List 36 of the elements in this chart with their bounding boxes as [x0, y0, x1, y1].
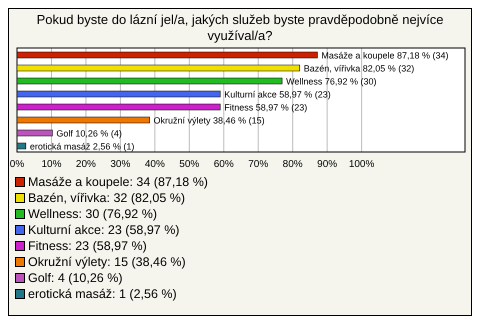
- x-tick-label: 100%: [348, 159, 375, 170]
- chart-title: Pokud byste do lázní jel/a, jakých služeb byste pravděpodobně nejvíce využíval/a?: [36, 11, 444, 44]
- text: Golf: 4 (10,26 %): [28, 271, 122, 285]
- bar: [17, 52, 318, 58]
- x-tick-label: 70%: [248, 159, 268, 170]
- category-label: Bazén, vířivka 82,05 % (32): [304, 64, 414, 74]
- x-tick-label: 30%: [110, 159, 130, 170]
- bar: [17, 90, 221, 98]
- category-label: Masáže a koupele 87,18 % (34): [321, 50, 449, 60]
- x-tick-label: 90%: [317, 159, 338, 170]
- bar: [17, 78, 282, 84]
- category-label: Golf 10,26 % (4): [56, 128, 122, 138]
- text: Okružní výlety: 15 (38,46 %): [28, 255, 186, 269]
- text: Masáže a koupele: 34 (87,18 %): [28, 175, 208, 189]
- category-label: Kulturní akce 58,97 % (23): [224, 90, 331, 100]
- bar: [17, 64, 300, 72]
- text: erotická masáž: 1 (2,56 %): [28, 287, 177, 301]
- x-tick-label: 60%: [214, 159, 234, 170]
- x-tick-label: 0%: [10, 159, 24, 170]
- text: Bazén, vířivka: 32 (82,05 %): [28, 191, 186, 205]
- text: Kulturní akce: 23 (58,97 %): [28, 223, 180, 237]
- x-tick-label: 50%: [179, 159, 200, 170]
- bar: [17, 142, 26, 150]
- bar: [17, 116, 150, 124]
- x-tick-label: 10%: [41, 159, 62, 170]
- x-tick-label: 20%: [76, 159, 96, 170]
- category-label: Fitness 58,97 % (23): [224, 102, 308, 112]
- text: Wellness: 30 (76,92 %): [28, 207, 157, 221]
- category-label: Wellness 76,92 % (30): [286, 76, 376, 86]
- bar: [17, 104, 221, 110]
- x-tick-label: 80%: [282, 159, 303, 170]
- x-tick-label: 40%: [144, 159, 165, 170]
- category-label: Okružní výlety 38,46 % (15): [154, 116, 265, 126]
- category-label: erotická masáž 2,56 % (1): [30, 142, 134, 152]
- text: Fitness: 23 (58,97 %): [28, 239, 147, 253]
- bar: [17, 130, 53, 136]
